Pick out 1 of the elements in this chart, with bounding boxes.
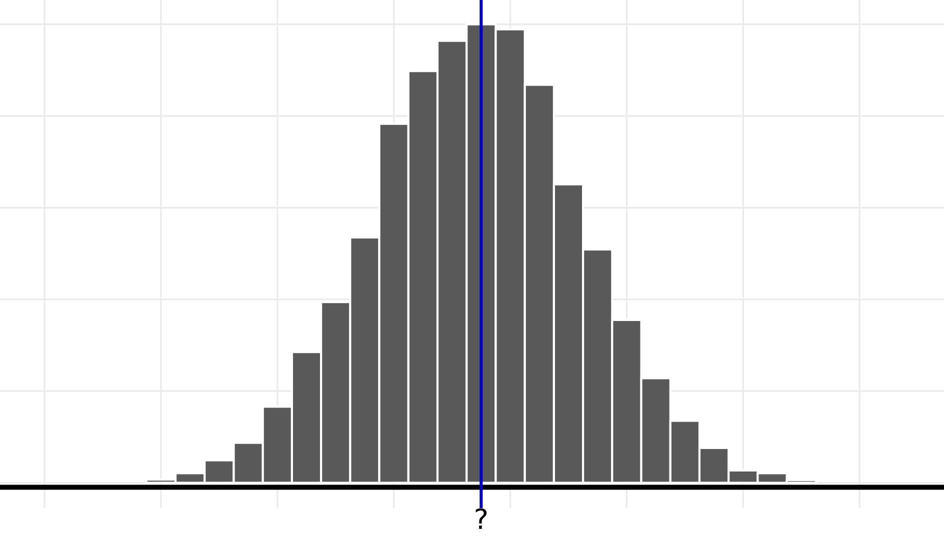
x-tick-label: ? xyxy=(476,508,487,529)
